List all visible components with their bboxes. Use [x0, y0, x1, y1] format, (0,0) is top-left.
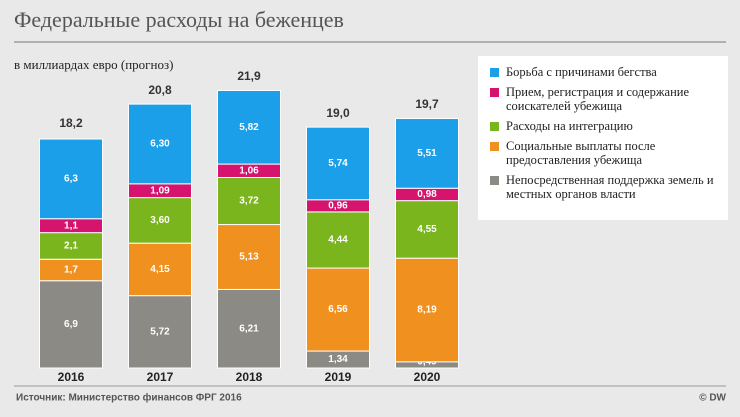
value-label: 8,19 [417, 305, 437, 316]
credit: © DW [699, 393, 726, 404]
value-label: 1,34 [328, 354, 348, 365]
x-tick-label: 2020 [414, 370, 441, 384]
total-label: 19,0 [326, 106, 350, 120]
value-label: 6,3 [64, 174, 78, 185]
value-label: 6,9 [64, 319, 78, 330]
bar-segment [306, 267, 370, 352]
value-label: 1,06 [239, 165, 259, 176]
legend-item: Расходы на интеграцию [488, 119, 718, 133]
bar-segment [39, 138, 103, 220]
total-label: 21,9 [237, 69, 261, 83]
legend-swatch [490, 122, 499, 131]
total-label: 19,7 [415, 97, 439, 111]
bar-segment [306, 211, 370, 269]
value-label: 6,56 [328, 304, 348, 315]
value-label: 5,13 [239, 252, 259, 263]
bar-segment [128, 295, 192, 369]
x-tick-label: 2016 [58, 370, 85, 384]
value-label: 3,60 [150, 215, 170, 226]
x-tick-label: 2019 [325, 370, 352, 384]
value-label: 0,98 [417, 189, 437, 200]
bar-segment [217, 288, 281, 369]
value-label: 6,30 [150, 139, 170, 150]
value-label: 0,96 [328, 200, 348, 211]
bar-segment [217, 176, 281, 226]
value-label: 4,44 [328, 235, 348, 246]
total-label: 18,2 [59, 116, 83, 130]
legend-label: Прием, регистрация и содержание соискате… [506, 85, 690, 113]
bar-segment [128, 103, 192, 185]
value-label: 2,1 [64, 241, 78, 252]
bar-segment [128, 197, 192, 244]
legend-label: Непосредственная поддержка земель и мест… [506, 173, 714, 201]
bar-segment [395, 118, 459, 189]
legend-item: Социальные выплаты после предоставления … [488, 139, 718, 167]
legend: Борьба с причинами бегства Прием, регистр… [478, 56, 728, 220]
bar-segment [395, 257, 459, 363]
value-label: 1,09 [150, 185, 170, 196]
legend-item: Прием, регистрация и содержание соискате… [488, 85, 718, 113]
source: Источник: Министерство финансов ФРГ 2016 [16, 392, 242, 404]
value-label: 5,51 [417, 148, 437, 159]
legend-item: Борьба с причинами бегства [488, 65, 718, 79]
value-label: 1,7 [64, 265, 78, 276]
value-label: 4,55 [417, 224, 437, 235]
value-label: 6,21 [239, 323, 259, 334]
value-label: 3,72 [239, 196, 259, 207]
legend-swatch [490, 88, 499, 97]
bar-segment [306, 126, 370, 201]
x-tick-label: 2018 [236, 370, 263, 384]
legend-label: Социальные выплаты после предоставления … [506, 139, 656, 167]
legend-swatch [490, 68, 499, 77]
bar-segment [217, 89, 281, 165]
value-label: 4,15 [150, 264, 170, 275]
bar-segment [39, 280, 103, 369]
value-label: 5,72 [150, 326, 170, 337]
legend-swatch [490, 176, 499, 185]
legend-item: Непосредственная поддержка земель и мест… [488, 173, 718, 201]
x-tick-label: 2017 [147, 370, 174, 384]
legend-label: Расходы на интеграцию [506, 119, 633, 133]
total-label: 20,8 [148, 83, 172, 97]
bar-segment [128, 242, 192, 297]
value-label: 5,82 [239, 122, 259, 133]
chart-title: Федеральные расходы на беженцев [14, 7, 344, 32]
legend-swatch [490, 142, 499, 151]
subtitle: в миллиардах евро (прогноз) [14, 57, 173, 72]
bar-segment [39, 232, 103, 260]
legend-label: Борьба с причинами бегства [506, 65, 657, 79]
value-label: 5,74 [328, 158, 348, 169]
value-label: 1,1 [64, 220, 78, 231]
